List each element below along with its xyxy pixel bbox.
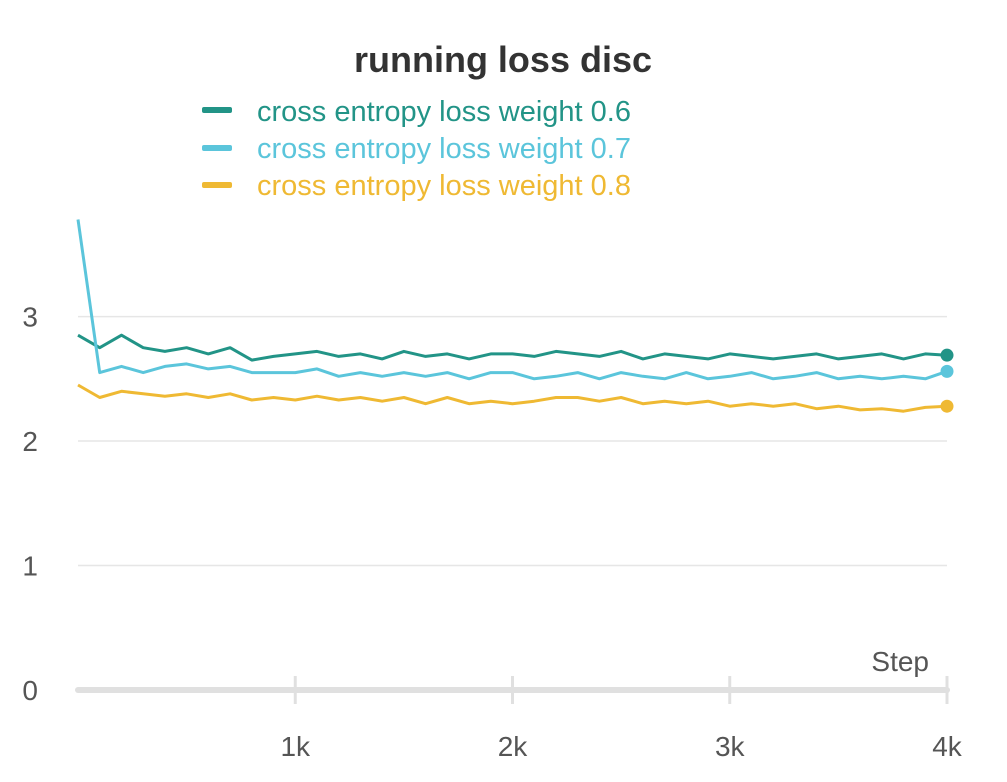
x-tick-label: 1k <box>280 731 311 762</box>
x-axis-title: Step <box>871 646 929 677</box>
grid-lines <box>78 315 947 567</box>
legend-item[interactable]: cross entropy loss weight 0.7 <box>202 133 631 165</box>
legend-item[interactable]: cross entropy loss weight 0.6 <box>202 96 631 128</box>
legend-item[interactable]: cross entropy loss weight 0.8 <box>202 170 631 202</box>
y-tick-label: 2 <box>22 426 38 457</box>
series-end-point[interactable] <box>940 348 954 362</box>
x-axis: 1k 2k 3k 4k <box>75 676 963 762</box>
legend-label: cross entropy loss weight 0.7 <box>257 133 631 165</box>
y-axis: 0 1 2 3 <box>22 302 38 706</box>
series-end-point[interactable] <box>940 399 954 413</box>
legend-swatch <box>202 145 232 151</box>
x-tick-label: 2k <box>498 731 529 762</box>
y-tick-label: 0 <box>22 675 38 706</box>
legend-swatch <box>202 182 232 188</box>
series-line[interactable] <box>77 333 948 362</box>
series-layer <box>76 219 954 413</box>
legend: cross entropy loss weight 0.6 cross entr… <box>202 96 631 202</box>
series-line[interactable] <box>76 219 948 381</box>
legend-label: cross entropy loss weight 0.8 <box>257 170 631 202</box>
x-tick-label: 4k <box>932 731 963 762</box>
x-tick-label: 3k <box>715 731 746 762</box>
series-end-point[interactable] <box>940 364 954 378</box>
y-tick-label: 1 <box>22 551 38 582</box>
y-tick-label: 3 <box>22 302 38 333</box>
legend-label: cross entropy loss weight 0.6 <box>257 96 631 128</box>
series-line[interactable] <box>77 383 948 413</box>
legend-swatch <box>202 107 232 113</box>
chart-title: running loss disc <box>354 39 652 80</box>
